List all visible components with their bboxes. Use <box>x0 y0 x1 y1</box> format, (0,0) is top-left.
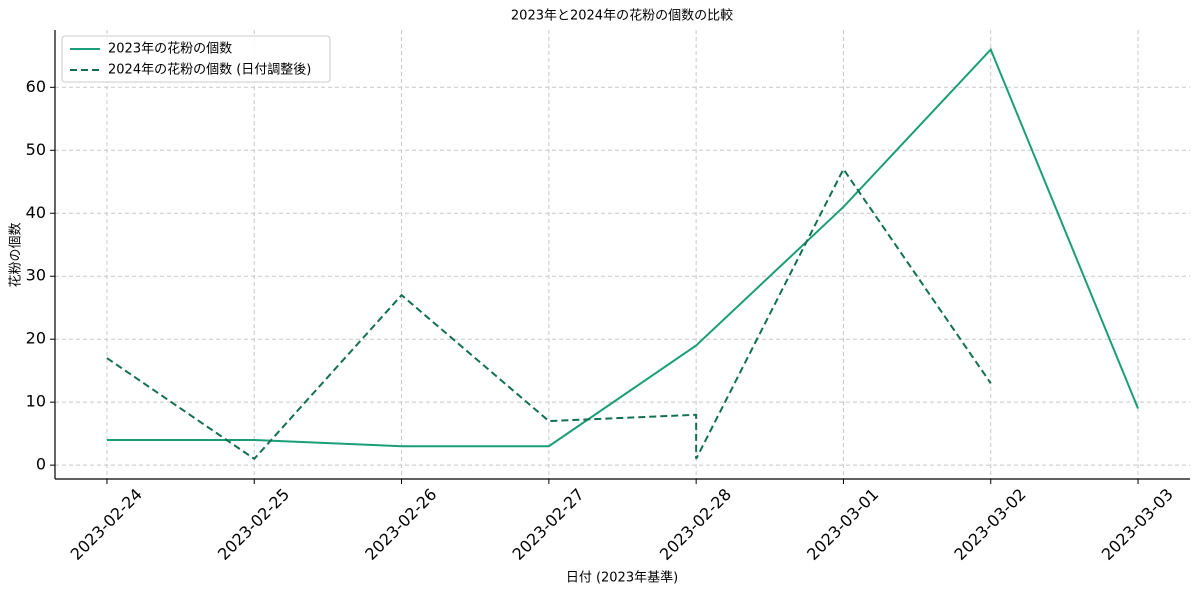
legend-box <box>61 35 331 83</box>
series-line <box>106 47 1139 448</box>
x-tick-label: 2023-02-24 <box>67 485 146 564</box>
x-tick-label: 2023-03-02 <box>950 485 1029 564</box>
series-line <box>106 167 992 461</box>
y-tick-label: 20 <box>26 329 46 348</box>
x-tick-label: 2023-02-26 <box>361 485 440 564</box>
legend-label: 2023年の花粉の個数 <box>108 41 232 57</box>
y-axis-label: 花粉の個数 <box>8 222 24 287</box>
x-axis-label: 日付 (2023年基準) <box>566 570 678 586</box>
legend: 2023年の花粉の個数 2024年の花粉の個数 (日付調整後) <box>61 35 331 83</box>
x-tick-label: 2023-03-03 <box>1098 485 1177 564</box>
x-tick-label: 2023-03-01 <box>803 485 882 564</box>
chart-title: 2023年と2024年の花粉の個数の比較 <box>511 8 733 24</box>
x-tick-label: 2023-02-25 <box>214 485 293 564</box>
x-tick-label: 2023-02-28 <box>656 485 735 564</box>
y-tick-label: 0 <box>36 455 46 474</box>
y-tick-label: 30 <box>26 266 46 285</box>
legend-label: 2024年の花粉の個数 (日付調整後) <box>108 62 311 78</box>
y-tick-label: 50 <box>26 140 46 159</box>
y-tick-label: 40 <box>26 203 46 222</box>
y-tick-label: 10 <box>26 392 46 411</box>
x-tick-label: 2023-02-27 <box>509 485 588 564</box>
y-tick-label: 60 <box>26 77 46 96</box>
